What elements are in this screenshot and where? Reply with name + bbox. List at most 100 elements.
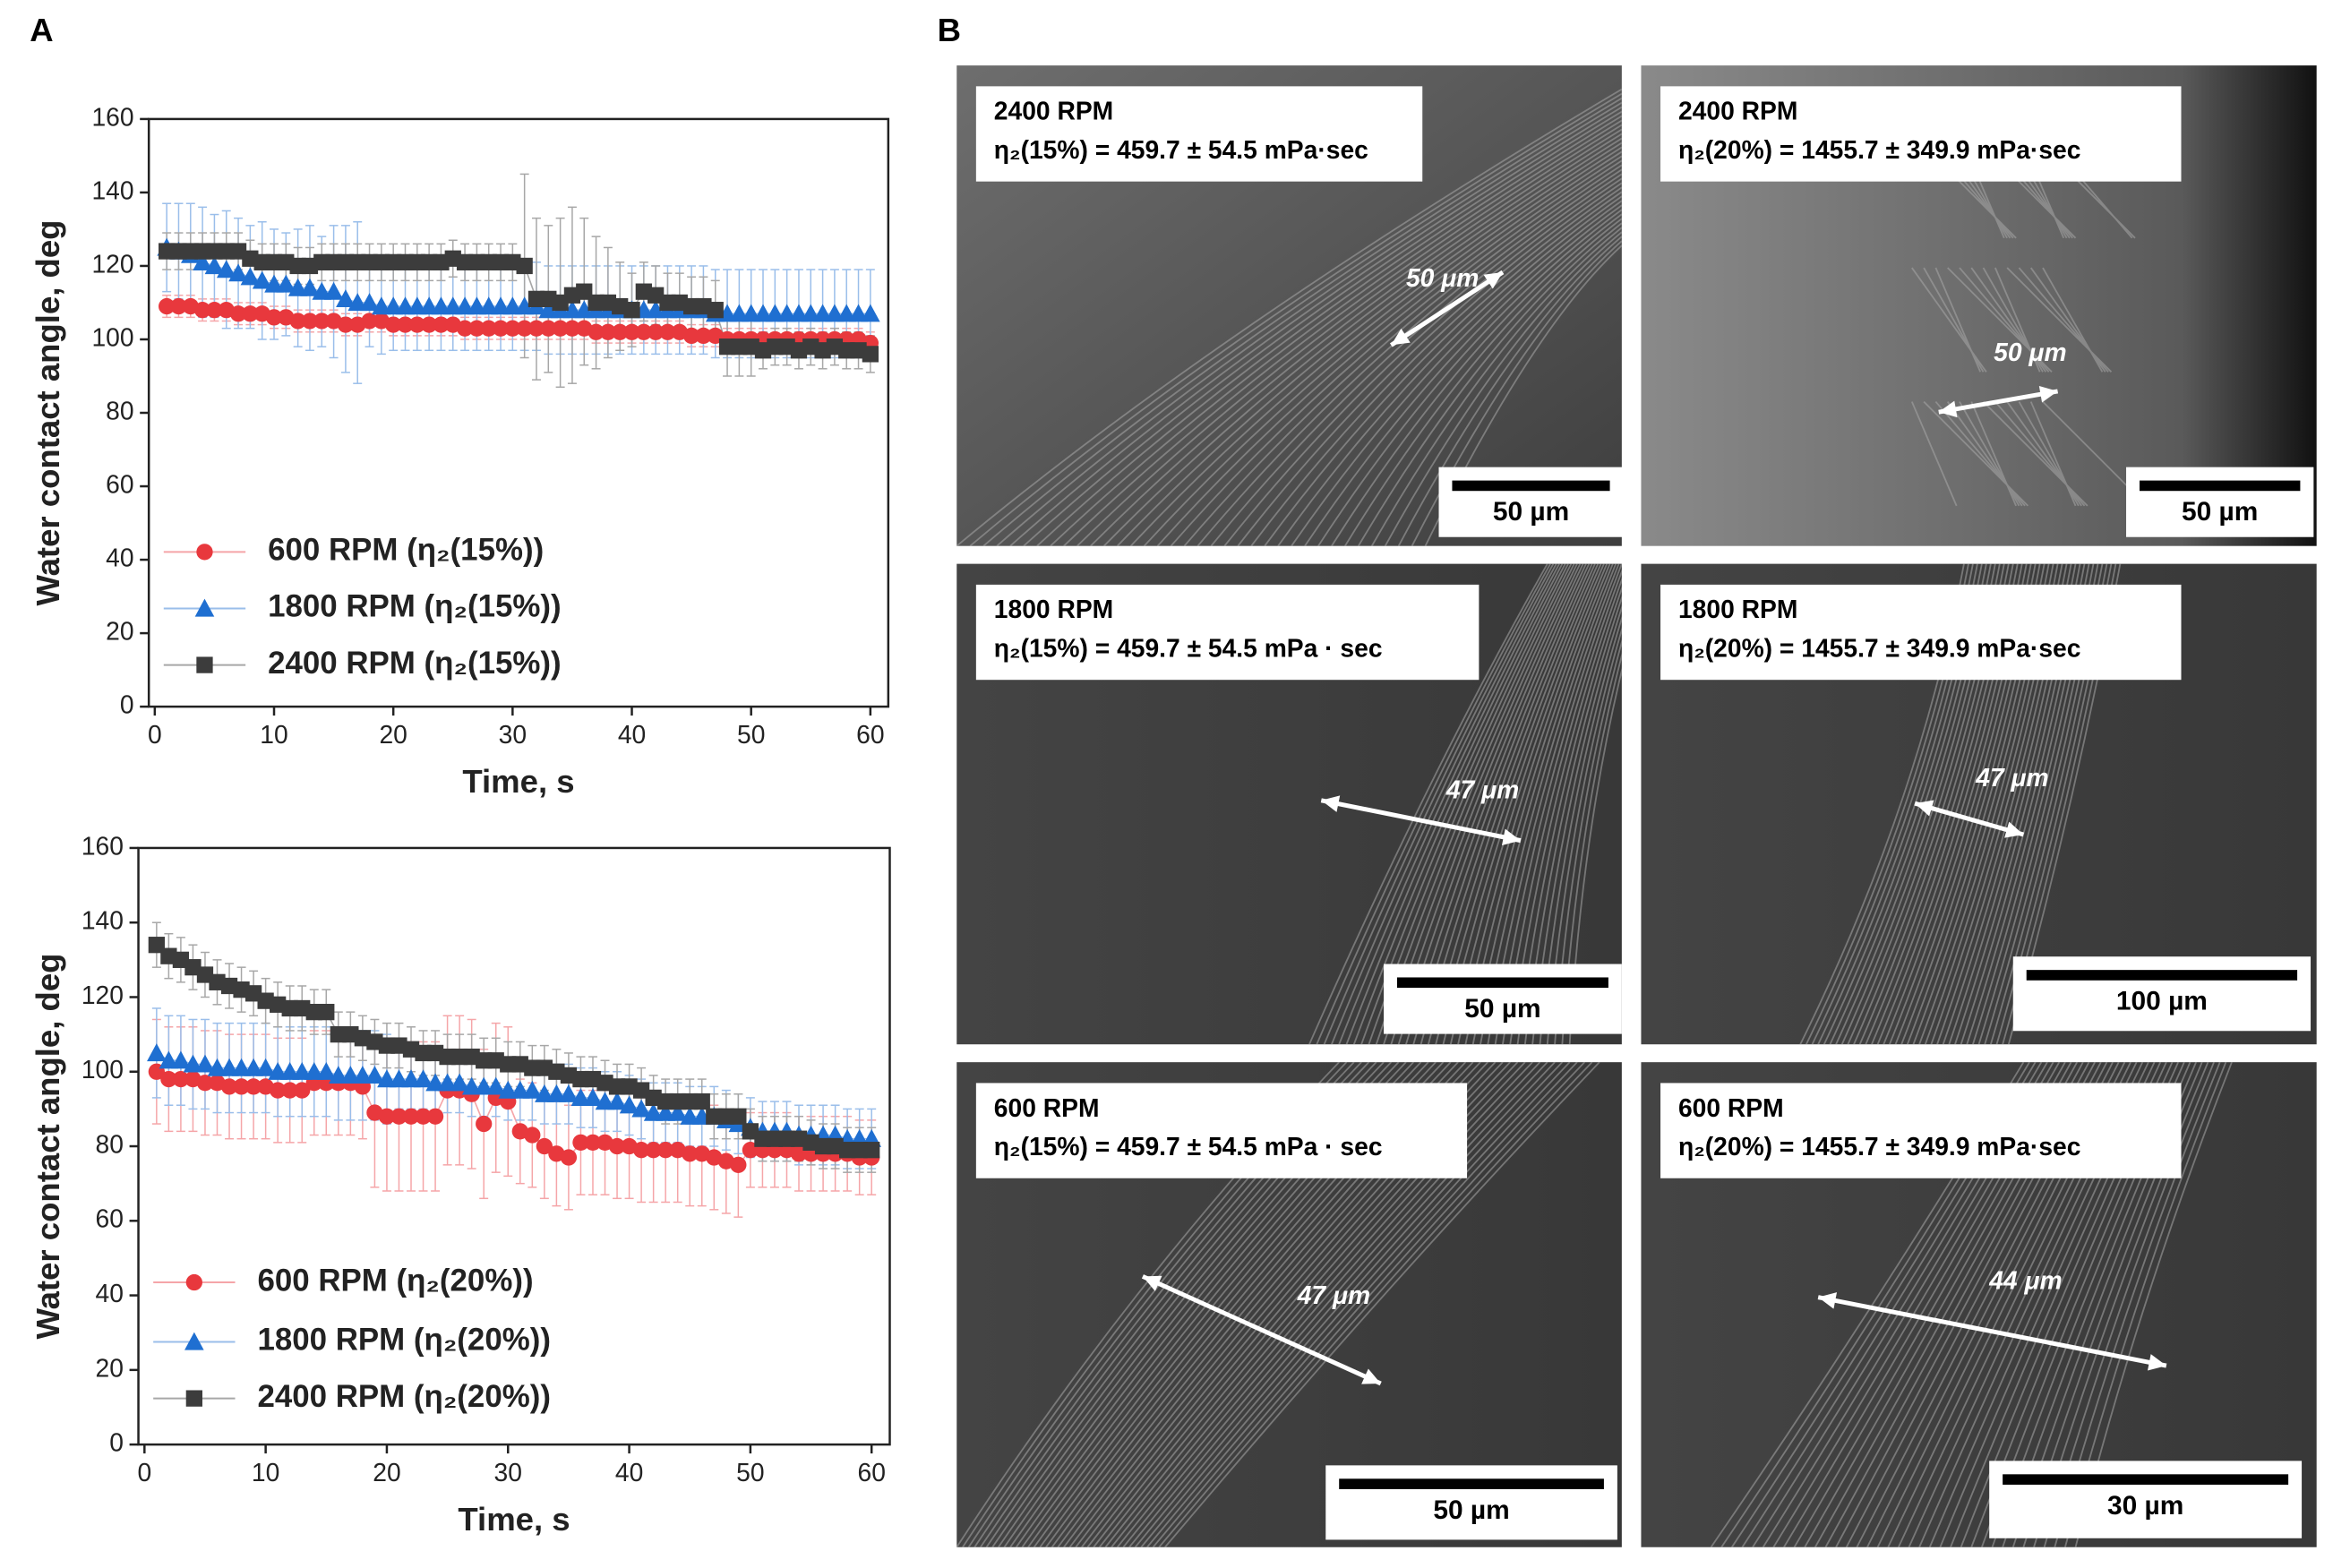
marker <box>216 260 236 278</box>
label-box <box>1660 1083 2182 1178</box>
marker <box>492 320 510 337</box>
fiber <box>1994 267 2041 373</box>
marker <box>546 1084 567 1102</box>
legend-label: 1800 RPM (η₂(20%)) <box>257 1323 551 1358</box>
panel-label: A <box>30 12 53 48</box>
marker <box>172 1070 190 1088</box>
marker <box>159 297 176 315</box>
marker <box>196 1075 214 1092</box>
marker <box>682 327 700 345</box>
fiber <box>1250 186 1622 546</box>
measure-arrow <box>1914 801 2025 837</box>
marker <box>281 1082 298 1099</box>
micrograph-title: 600 RPM <box>1678 1093 1784 1122</box>
fiber <box>1223 177 1622 546</box>
x-tick-label: 10 <box>260 720 287 749</box>
fiber <box>1370 227 1622 546</box>
marker <box>377 1069 397 1088</box>
x-tick-label: 0 <box>137 1458 151 1487</box>
fiber <box>1291 200 1622 546</box>
y-tick-label: 20 <box>96 1353 124 1382</box>
fiber <box>996 101 1622 546</box>
marker <box>425 1073 445 1092</box>
marker <box>265 309 283 326</box>
fiber <box>1344 218 1622 546</box>
fiber <box>1111 1062 1533 1547</box>
marker <box>195 1054 215 1073</box>
fiber <box>1117 141 1622 546</box>
marker <box>607 1092 627 1110</box>
fiber <box>1183 164 1622 546</box>
scale-label: 50 µm <box>1433 1495 1509 1525</box>
marker <box>318 1003 335 1021</box>
scale-label: 50 µm <box>1464 994 1540 1024</box>
fiber <box>1264 191 1622 546</box>
legend-marker <box>185 1273 202 1291</box>
marker <box>608 1137 626 1155</box>
marker <box>279 1061 300 1080</box>
scale-box <box>1438 467 1624 537</box>
marker <box>365 1066 385 1084</box>
measure-arrow <box>1320 798 1522 844</box>
micrograph-title: 2400 RPM <box>994 97 1113 125</box>
y-tick-label: 80 <box>96 1129 124 1158</box>
marker <box>361 313 378 330</box>
micrograph: 1800 RPM η₂(15%) = 459.7 ± 54.5 mPa · sec… <box>956 563 1622 1045</box>
measure-label: 47 μm <box>1445 775 1519 803</box>
marker <box>645 1142 662 1159</box>
y-tick-label: 60 <box>106 469 133 498</box>
micrograph: 2400 RPM η₂(20%) = 1455.7 ± 349.9 mPa·sec… <box>1641 65 2317 546</box>
marker <box>570 1088 591 1107</box>
fiber <box>1317 209 1622 546</box>
marker <box>231 1058 252 1076</box>
y-tick-label: 160 <box>91 102 133 131</box>
marker <box>863 1142 880 1159</box>
measure-arrow <box>1141 1274 1382 1386</box>
marker <box>433 316 450 333</box>
micrograph: 600 RPM η₂(15%) = 459.7 ± 54.5 mPa · sec 4… <box>956 1062 1622 1547</box>
marker <box>623 323 640 340</box>
marker <box>516 320 533 337</box>
micrograph-title: 600 RPM <box>994 1093 1100 1122</box>
legend-marker <box>196 544 213 561</box>
arrow-head <box>1142 1275 1162 1291</box>
marker <box>292 1061 313 1080</box>
fiber <box>1158 1062 1593 1547</box>
fiber <box>1164 1062 1600 1547</box>
label-box <box>1660 86 2182 182</box>
fiber <box>1076 128 1622 546</box>
fiber <box>1090 133 1622 546</box>
legend-label: 600 RPM (η₂(20%)) <box>257 1263 533 1298</box>
marker <box>861 304 880 322</box>
measure-label: 50 μm <box>1406 263 1479 292</box>
scale-box <box>1384 964 1622 1034</box>
marker <box>353 1066 373 1084</box>
marker <box>476 1115 493 1133</box>
marker <box>461 1076 482 1095</box>
marker <box>170 297 187 315</box>
label-box <box>975 86 1423 182</box>
legend-marker <box>194 598 215 617</box>
x-tick-label: 20 <box>373 1458 400 1487</box>
fiber <box>1384 231 1622 546</box>
marker <box>656 1102 675 1121</box>
marker <box>707 302 724 319</box>
label-box <box>975 1083 1468 1178</box>
marker <box>456 320 474 337</box>
fiber <box>1237 182 1622 546</box>
arrow-head <box>1915 800 1934 817</box>
micrograph-title: 1800 RPM <box>1678 595 1797 623</box>
fiber <box>1910 401 1958 507</box>
fiber <box>1277 195 1622 546</box>
y-tick-label: 0 <box>120 690 134 719</box>
marker <box>389 1069 409 1088</box>
marker <box>680 1106 700 1125</box>
marker <box>563 320 581 337</box>
arrow-head <box>2004 821 2024 838</box>
fiber <box>1143 150 1622 546</box>
legend-label: 600 RPM (η₂(15%)) <box>268 533 544 568</box>
marker <box>560 1149 578 1166</box>
marker <box>401 1069 421 1088</box>
measure-arrow <box>1817 1295 2167 1368</box>
scale-box <box>2126 467 2314 537</box>
